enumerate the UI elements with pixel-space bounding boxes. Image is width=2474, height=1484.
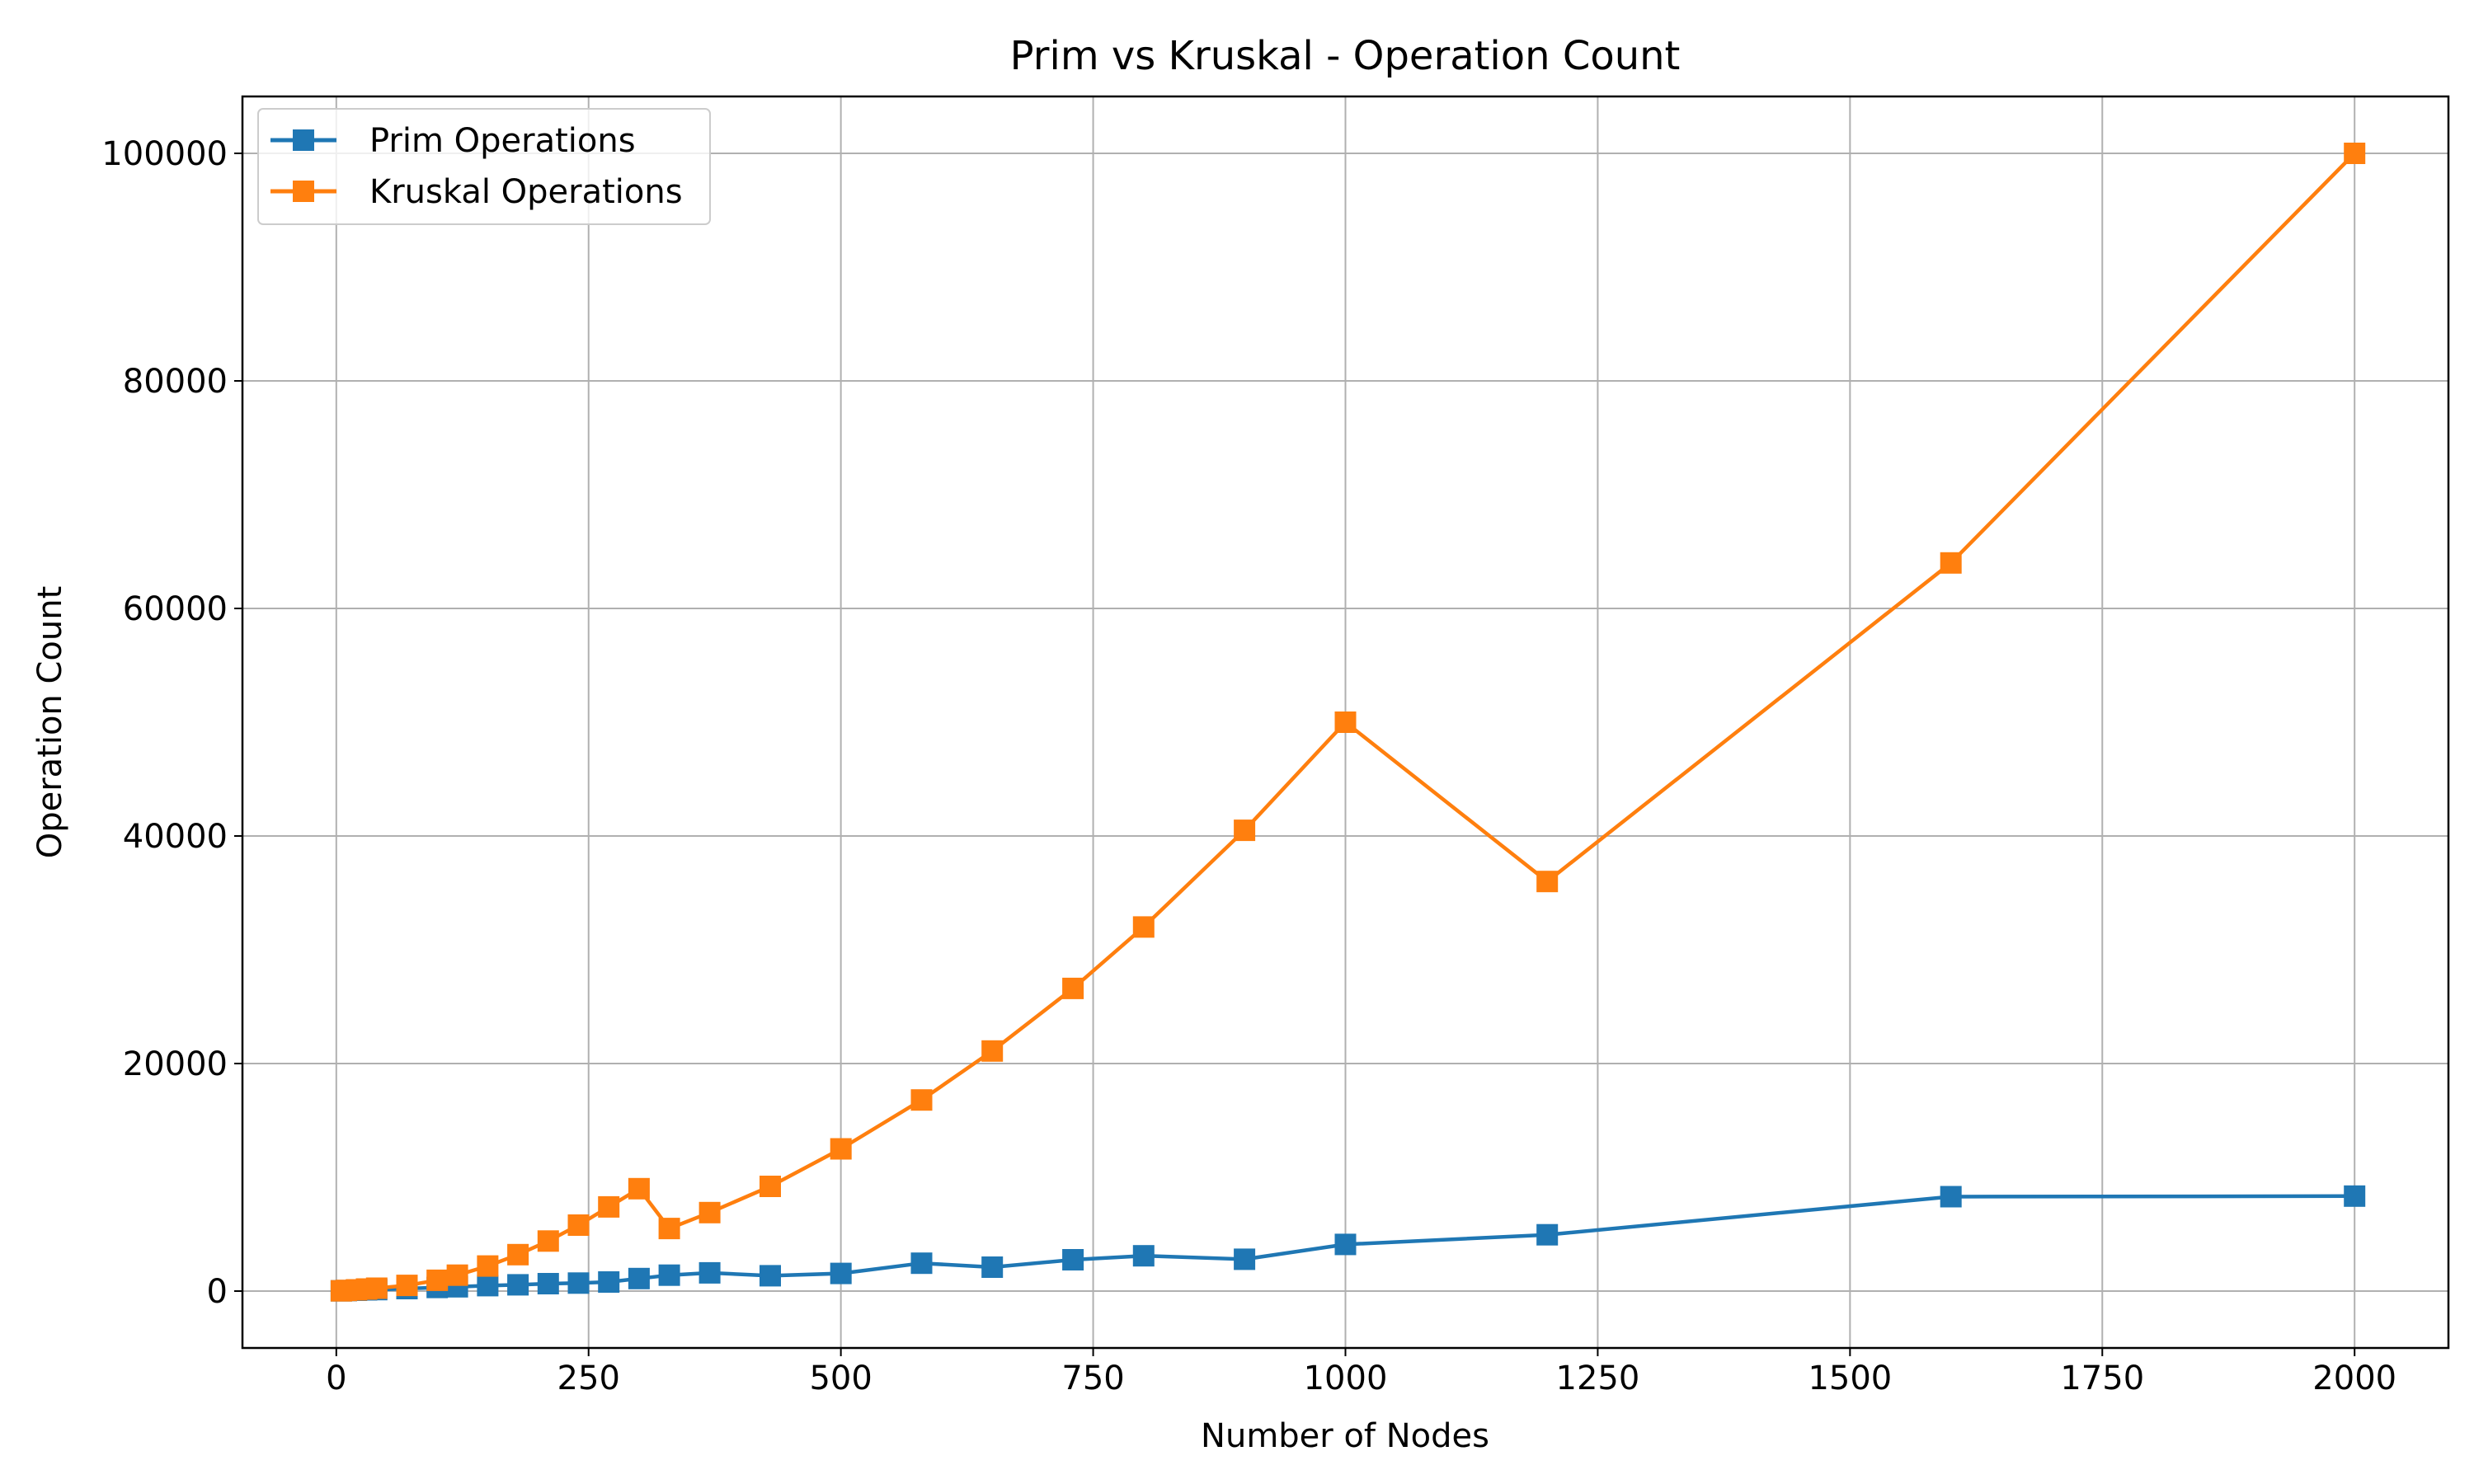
series-kruskal-operations: [330, 143, 2366, 1302]
data-point-prim-operations: [598, 1271, 620, 1293]
data-point-prim-operations: [1334, 1233, 1357, 1256]
data-point-prim-operations: [477, 1275, 499, 1297]
x-tick-label: 250: [557, 1360, 620, 1397]
legend-marker-prim: [293, 129, 314, 151]
data-point-kruskal-operations: [1234, 819, 1256, 842]
data-point-kruskal-operations: [910, 1089, 933, 1111]
y-tick-label: 80000: [123, 363, 228, 401]
data-point-prim-operations: [1062, 1249, 1084, 1270]
y-tick-label: 100000: [101, 135, 228, 173]
data-point-prim-operations: [981, 1256, 1004, 1278]
data-point-prim-operations: [910, 1252, 933, 1275]
data-point-kruskal-operations: [830, 1138, 852, 1160]
data-point-prim-operations: [1234, 1248, 1256, 1270]
chart-title: Prim vs Kruskal - Operation Count: [1010, 33, 1681, 79]
x-tick-label: 1000: [1304, 1360, 1388, 1397]
data-point-kruskal-operations: [426, 1269, 449, 1291]
data-point-kruskal-operations: [567, 1214, 590, 1236]
data-point-prim-operations: [537, 1273, 559, 1294]
data-point-kruskal-operations: [1536, 871, 1559, 893]
x-axis-label: Number of Nodes: [1201, 1417, 1489, 1455]
data-point-kruskal-operations: [981, 1040, 1004, 1062]
y-axis-label: Operation Count: [31, 586, 69, 859]
data-point-prim-operations: [658, 1264, 680, 1286]
x-tick-label: 0: [326, 1360, 346, 1397]
legend-label-prim: Prim Operations: [369, 122, 636, 160]
data-point-kruskal-operations: [1940, 552, 1962, 574]
data-point-prim-operations: [507, 1274, 529, 1296]
data-point-prim-operations: [830, 1262, 852, 1284]
x-tick-label: 2000: [2312, 1360, 2396, 1397]
grid: [242, 96, 2448, 1348]
data-point-kruskal-operations: [760, 1176, 781, 1197]
data-point-prim-operations: [628, 1267, 650, 1289]
data-point-kruskal-operations: [1062, 977, 1084, 999]
x-tick-label: 1250: [1556, 1360, 1640, 1397]
data-point-prim-operations: [1536, 1223, 1559, 1246]
axis-ticks: 0 250 500 750 1000 1250 1500 1750 20000200004000…: [101, 135, 2396, 1397]
legend-frame: [257, 108, 711, 225]
legend-label-kruskal: Kruskal Operations: [369, 173, 683, 211]
data-point-kruskal-operations: [396, 1275, 418, 1297]
data-point-prim-operations: [2344, 1185, 2366, 1207]
data-point-kruskal-operations: [598, 1195, 620, 1218]
series-layer: [330, 143, 2366, 1302]
data-point-kruskal-operations: [1334, 711, 1357, 733]
x-tick-label: 1500: [1808, 1360, 1892, 1397]
data-point-prim-operations: [698, 1261, 721, 1284]
data-point-kruskal-operations: [537, 1230, 559, 1252]
data-point-kruskal-operations: [2344, 143, 2366, 164]
legend-marker-kruskal: [293, 181, 314, 202]
y-tick-label: 40000: [123, 818, 228, 856]
data-point-kruskal-operations: [698, 1201, 721, 1223]
x-tick-label: 500: [809, 1360, 872, 1397]
data-point-prim-operations: [1940, 1186, 1962, 1208]
legend: Prim Operations Kruskal Operations: [257, 108, 711, 225]
data-point-kruskal-operations: [507, 1243, 529, 1266]
data-point-kruskal-operations: [658, 1218, 680, 1240]
data-point-kruskal-operations: [365, 1277, 388, 1299]
data-point-kruskal-operations: [1132, 916, 1155, 938]
x-tick-label: 750: [1061, 1360, 1124, 1397]
data-point-prim-operations: [1132, 1245, 1155, 1267]
y-tick-label: 60000: [123, 590, 228, 628]
data-point-kruskal-operations: [628, 1177, 650, 1200]
x-tick-label: 1750: [2060, 1360, 2144, 1397]
data-point-kruskal-operations: [446, 1264, 468, 1286]
y-tick-label: 0: [207, 1273, 228, 1311]
data-point-prim-operations: [760, 1265, 781, 1287]
data-point-kruskal-operations: [477, 1255, 499, 1277]
y-tick-label: 20000: [123, 1045, 228, 1083]
data-point-prim-operations: [567, 1272, 590, 1294]
